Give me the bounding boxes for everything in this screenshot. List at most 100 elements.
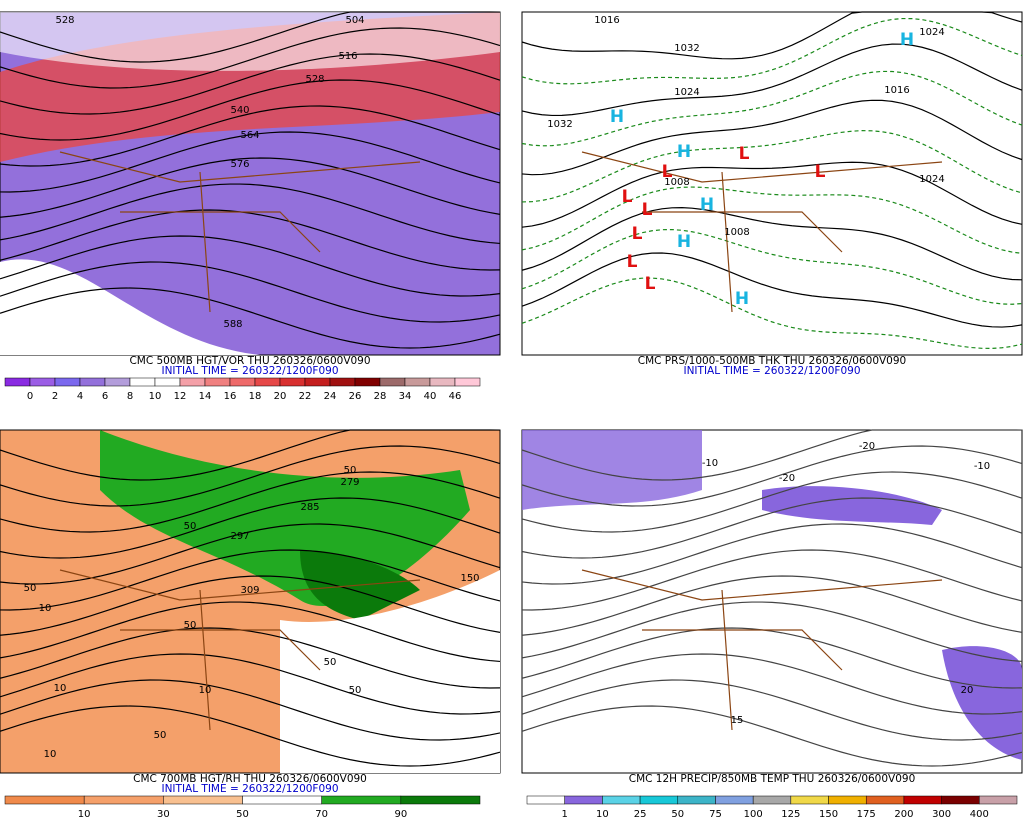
colorbar-swatch: [254, 377, 281, 387]
map-label: 588: [223, 319, 242, 330]
contour: [0, 27, 501, 89]
colorbar-label: 22: [299, 391, 312, 402]
contour: [0, 11, 501, 63]
colorbar-label: 200: [894, 809, 913, 819]
map-label: 576: [230, 159, 249, 170]
colorbar-label: 16: [224, 391, 237, 402]
map-label: H: [900, 30, 914, 50]
colorbar-swatch: [639, 795, 679, 805]
colorbar-label: 4: [77, 391, 83, 402]
map-label: L: [627, 252, 638, 272]
contour: [521, 252, 1023, 328]
map-label: 309: [240, 585, 259, 596]
map-label: L: [645, 274, 656, 294]
panel-title: CMC 12H PRECIP/850MB TEMP THU 260326/060…: [629, 773, 916, 785]
colorbar-swatch: [526, 795, 565, 805]
colorbar-swatch: [828, 795, 867, 805]
contour: [521, 497, 1023, 559]
colorbar-label: 90: [394, 809, 407, 819]
colorbar-label: 12: [174, 391, 187, 402]
map-label: H: [610, 107, 624, 127]
colorbar-swatch: [4, 377, 31, 387]
map-label: 1024: [674, 87, 699, 98]
colorbar-swatch: [163, 795, 243, 805]
contour: [0, 549, 501, 611]
moist-area: [100, 430, 470, 606]
colorbar-label: 10: [78, 809, 91, 819]
initial-time: INITIAL TIME = 260322/1200F090: [161, 783, 338, 795]
colorbar-label: 10: [596, 809, 609, 819]
contour: [0, 627, 501, 689]
colorbar-swatch: [677, 795, 716, 805]
colorbar-swatch: [154, 377, 181, 387]
initial-time: INITIAL TIME = 260322/1200F090: [683, 365, 860, 377]
map-panel: 528 504 516 528 540 564 576 588: [0, 11, 501, 356]
contour: [0, 575, 501, 636]
contour: [521, 99, 1023, 176]
colorbar-label: 75: [709, 809, 722, 819]
map-label: H: [700, 195, 714, 215]
map-label: 20: [961, 685, 974, 696]
map-label: 10: [39, 603, 52, 614]
map-label: 1024: [919, 174, 944, 185]
map-label: -10: [702, 458, 718, 469]
map-label: 150: [460, 573, 479, 584]
colorbar-swatch: [83, 795, 164, 805]
map-label: 50: [154, 730, 167, 741]
map-label: 10: [44, 749, 57, 760]
colorbar-label: 30: [157, 809, 170, 819]
map-label: 528: [305, 74, 324, 85]
map-label: 564: [240, 130, 259, 141]
map-label: L: [632, 224, 643, 244]
contour: [0, 705, 501, 767]
map-label: H: [677, 142, 691, 162]
colorbar-label: 40: [424, 391, 437, 402]
map-label: 297: [230, 531, 249, 542]
border: [581, 151, 943, 313]
contour: [521, 627, 1023, 689]
colorbar-swatch: [79, 377, 106, 387]
colorbar-label: 28: [374, 391, 387, 402]
colorbar-swatch: [400, 795, 481, 805]
colorbar-swatch: [379, 377, 406, 387]
contour: [0, 183, 501, 245]
colorbar-label: 50: [236, 809, 249, 819]
colorbar-label: 2: [52, 391, 58, 402]
map-label: 1016: [594, 15, 619, 26]
contour: [521, 445, 1023, 507]
contour: [521, 601, 1023, 663]
colorbar-label: 25: [634, 809, 647, 819]
contour: [0, 261, 501, 323]
contour: [0, 157, 501, 218]
contour: [0, 445, 501, 507]
contour: [521, 207, 1023, 281]
colorbar-swatch: [941, 795, 980, 805]
contour: [521, 70, 1023, 147]
colorbar-label: 0: [27, 391, 33, 402]
map-label: 540: [230, 105, 249, 116]
colorbar-label: 6: [102, 391, 108, 402]
border: [59, 569, 421, 731]
panel-title: CMC PRS/1000-500MB THK THU 260326/0600V0…: [638, 355, 906, 367]
low-vort-area: [0, 259, 260, 355]
contour: [521, 471, 1023, 533]
map-label: -20: [779, 473, 795, 484]
colorbar-swatch: [321, 795, 402, 805]
colorbar-swatch: [54, 377, 81, 387]
map-label: 1016: [884, 85, 909, 96]
contour: [521, 679, 1023, 741]
colorbar-label: 300: [932, 809, 951, 819]
map-label: 1008: [724, 227, 749, 238]
colorbar-swatch: [204, 377, 231, 387]
colorbar-swatch: [602, 795, 641, 805]
map-label: 1024: [919, 27, 944, 38]
map-label: 279: [340, 477, 359, 488]
map-label: L: [739, 144, 750, 164]
contour: [521, 705, 1023, 767]
contour: [521, 277, 1023, 349]
map-label: L: [622, 187, 633, 207]
contour: [521, 429, 1023, 481]
colorbar-label: 14: [199, 391, 212, 402]
